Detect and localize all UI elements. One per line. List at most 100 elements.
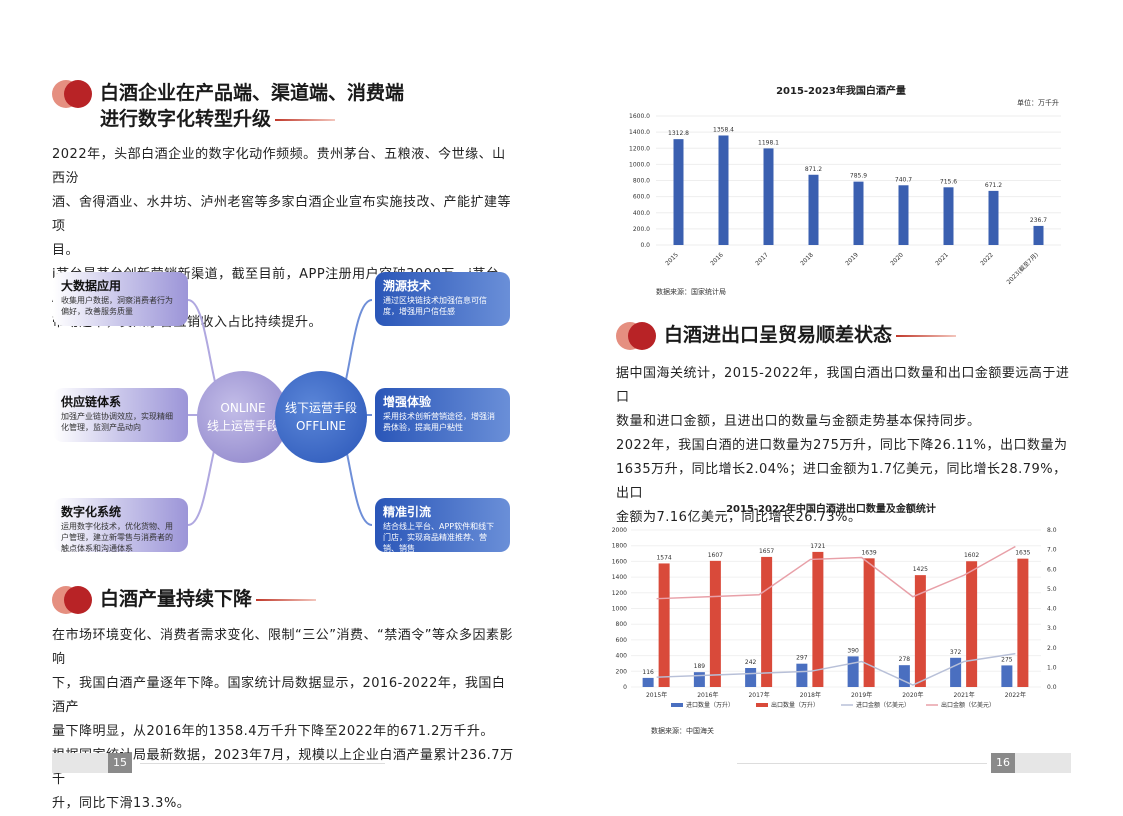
chart1-unit: 单位：万千升 bbox=[1017, 99, 1059, 107]
bar bbox=[718, 135, 729, 245]
data-label: 1635 bbox=[1015, 550, 1030, 557]
data-label: 390 bbox=[847, 647, 859, 654]
para-line: 据中国海关统计，2015-2022年，我国白酒出口数量和出口金额要远高于进口 bbox=[616, 366, 1070, 405]
x-tick-label: 2020 bbox=[889, 251, 905, 267]
production-chart: 0.0 200.0 400.0 600.0 800.0 1000.0 1200.0 1400.… bbox=[629, 113, 1061, 286]
node-title: 大数据应用 bbox=[61, 279, 122, 293]
title-underline bbox=[896, 334, 957, 337]
bar bbox=[745, 668, 757, 687]
y-tick-label: 200.0 bbox=[633, 226, 650, 233]
y-tick-label: 400 bbox=[616, 653, 628, 660]
footer-line bbox=[140, 763, 385, 764]
y-tick-label: 1000.0 bbox=[629, 161, 650, 168]
y-tick-label: 200 bbox=[616, 668, 628, 675]
node-desc: 结合线上平台、APP软件和线下门店，实现商品精准推荐、营销、销售 bbox=[383, 522, 495, 552]
bar bbox=[693, 672, 705, 687]
x-tick-label: 2018年 bbox=[800, 691, 821, 699]
y-tick-label: 0.0 bbox=[640, 242, 650, 249]
section-title-line2: 进行数字化转型升级 bbox=[100, 108, 272, 130]
y-tick-label: 1200.0 bbox=[629, 145, 650, 152]
node-desc: 运用数字化技术，优化货物、用户管理，建立新零售与消费者的触点体系和沟通体系 bbox=[61, 522, 173, 552]
title-circles-icon bbox=[52, 80, 94, 110]
node-title: 精准引流 bbox=[383, 505, 432, 519]
node-title: 数字化系统 bbox=[61, 505, 122, 519]
page-number: 16 bbox=[991, 753, 1015, 773]
x-tick-label: 2018 bbox=[799, 251, 815, 267]
bar bbox=[898, 665, 910, 687]
bar bbox=[950, 657, 962, 687]
section-title: 白酒产量持续下降 bbox=[100, 588, 253, 610]
bar bbox=[642, 677, 654, 687]
data-label: 1358.4 bbox=[713, 126, 734, 133]
y-tick-label: 1000 bbox=[612, 606, 627, 613]
section-title-output: 白酒产量持续下降 bbox=[52, 586, 317, 616]
y-tick-label: 2000 bbox=[612, 527, 627, 534]
series-line bbox=[656, 652, 1016, 686]
data-label: 871.2 bbox=[805, 166, 822, 173]
section-title-trade: 白酒进出口呈贸易顺差状态 bbox=[616, 322, 957, 352]
y2-tick-label: 7.0 bbox=[1047, 547, 1057, 554]
bar bbox=[658, 563, 670, 687]
data-label: 275 bbox=[1001, 656, 1013, 663]
data-label: 297 bbox=[796, 655, 808, 662]
trade-chart: 0 200 400 600 800 1000 1200 1400 1600 1800 2000 0.0… bbox=[612, 527, 1057, 709]
bar bbox=[988, 190, 999, 245]
node-title: 增强体验 bbox=[383, 395, 432, 409]
x-tick-label: 2020年 bbox=[902, 691, 923, 699]
para-line: 下，我国白酒产量逐年下降。国家统计局数据显示，2016-2022年，我国白酒产 bbox=[52, 676, 506, 715]
para-line: 酒、舍得酒业、水井坊、泸州老窖等多家白酒企业宣布实施技改、产能扩建等项 bbox=[52, 195, 512, 234]
y-tick-label: 400.0 bbox=[633, 210, 650, 217]
x-tick-label: 2016 bbox=[709, 251, 725, 267]
x-tick-label: 2021年 bbox=[953, 691, 974, 699]
bar bbox=[796, 663, 808, 687]
chart2-source: 数据来源：中国海关 bbox=[651, 727, 714, 735]
bar bbox=[863, 558, 875, 687]
mindmap-node-bigdata: 大数据应用 收集用户数据，洞察消费者行为偏好，改善服务质量 bbox=[53, 272, 188, 326]
x-tick-label: 2017年 bbox=[748, 691, 769, 699]
offline-label-cn: 线下运营手段 bbox=[284, 401, 357, 415]
chart1-source: 数据来源：国家统计局 bbox=[656, 288, 726, 296]
legend-swatch bbox=[756, 703, 768, 707]
data-label: 278 bbox=[899, 656, 911, 663]
footer-line bbox=[737, 763, 987, 764]
right-page: 2015-2023年我国白酒产量 单位：万千升 0.0 200.0 400.0 600… bbox=[561, 0, 1122, 793]
para-line: 量下降明显，从2016年的1358.4万千升下降至2022年的671.2万千升。 bbox=[52, 724, 494, 739]
online-label-cn: 线上运营手段 bbox=[206, 419, 279, 433]
bar bbox=[673, 139, 684, 245]
bar bbox=[1001, 665, 1013, 687]
para-line: 升，同比下滑13.3%。 bbox=[52, 796, 191, 811]
legend-label: 进口金额（亿美元） bbox=[856, 701, 910, 709]
y2-tick-label: 3.0 bbox=[1047, 625, 1057, 632]
online-label-en: ONLINE bbox=[220, 401, 266, 415]
bar bbox=[808, 174, 819, 245]
y-tick-label: 1400 bbox=[612, 574, 627, 581]
bar bbox=[943, 187, 954, 245]
data-label: 785.9 bbox=[850, 173, 867, 180]
x-tick-label: 2017 bbox=[754, 251, 770, 267]
bar bbox=[898, 185, 909, 245]
data-label: 1425 bbox=[913, 566, 928, 573]
y-tick-label: 1400.0 bbox=[629, 129, 650, 136]
data-label: 372 bbox=[950, 649, 962, 656]
data-label: 242 bbox=[745, 659, 757, 666]
x-tick-label: 2021 bbox=[934, 251, 950, 267]
section-title: 白酒进出口呈贸易顺差状态 bbox=[664, 324, 893, 346]
y-tick-label: 800 bbox=[616, 621, 628, 628]
legend-label: 出口金额（亿美元） bbox=[941, 701, 995, 709]
bar bbox=[812, 551, 824, 687]
online-circle: ONLINE 线上运营手段 bbox=[197, 371, 289, 463]
offline-label-en: OFFLINE bbox=[295, 419, 347, 433]
x-tick-label: 2015年 bbox=[646, 691, 667, 699]
title-underline bbox=[275, 118, 336, 121]
x-tick-label: 2019年 bbox=[851, 691, 872, 699]
x-tick-label: 2022年 bbox=[1005, 691, 1026, 699]
offline-circle: 线下运营手段 OFFLINE bbox=[275, 371, 367, 463]
data-label: 1312.8 bbox=[668, 130, 689, 137]
footer-bar bbox=[1015, 753, 1071, 773]
node-desc: 收集用户数据，洞察消费者行为偏好，改善服务质量 bbox=[61, 296, 173, 316]
mindmap-node-digital-system: 数字化系统 运用数字化技术，优化货物、用户管理，建立新零售与消费者的触点体系和沟… bbox=[53, 498, 188, 552]
y-tick-label: 1200 bbox=[612, 590, 627, 597]
node-title: 溯源技术 bbox=[383, 279, 432, 293]
bar bbox=[709, 560, 721, 687]
mindmap-node-supply-chain: 供应链体系 加强产业链协调效应，实现精细化管理，监测产品动向 bbox=[53, 388, 188, 442]
